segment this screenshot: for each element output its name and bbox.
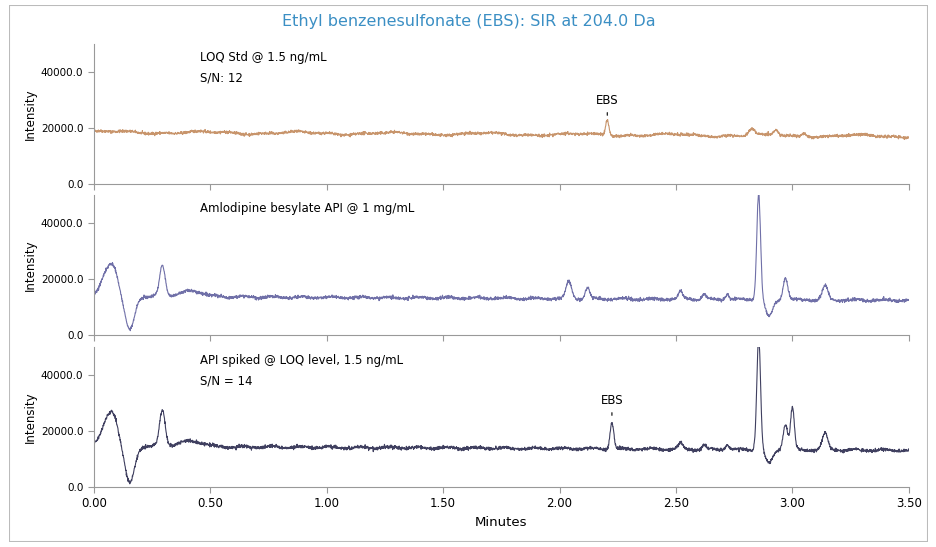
Y-axis label: Intensity: Intensity: [23, 240, 37, 291]
Text: Amlodipine besylate API @ 1 mg/mL: Amlodipine besylate API @ 1 mg/mL: [199, 202, 414, 215]
Text: API spiked @ LOQ level, 1.5 ng/mL: API spiked @ LOQ level, 1.5 ng/mL: [199, 353, 402, 366]
Text: Ethyl benzenesulfonate (EBS): SIR at 204.0 Da: Ethyl benzenesulfonate (EBS): SIR at 204…: [282, 14, 654, 28]
Text: LOQ Std @ 1.5 ng/mL: LOQ Std @ 1.5 ng/mL: [199, 51, 326, 64]
Text: EBS: EBS: [600, 394, 622, 415]
Text: S/N = 14: S/N = 14: [199, 375, 252, 388]
Text: S/N: 12: S/N: 12: [199, 72, 242, 85]
Y-axis label: Intensity: Intensity: [23, 88, 37, 139]
Text: EBS: EBS: [595, 94, 618, 115]
X-axis label: Minutes: Minutes: [475, 516, 527, 529]
Y-axis label: Intensity: Intensity: [23, 391, 37, 443]
